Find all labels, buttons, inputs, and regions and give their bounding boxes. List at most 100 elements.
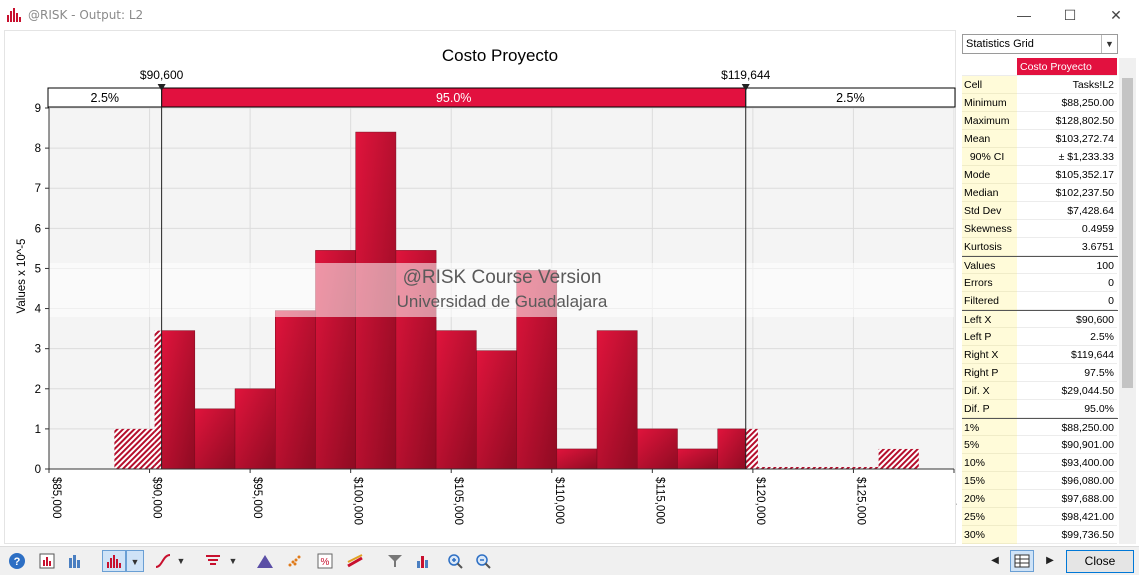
stats-row-label: Std Dev: [962, 202, 1017, 220]
histogram-bar-15: [717, 428, 746, 470]
y-tick-label: 9: [35, 103, 41, 115]
tornado-icon[interactable]: [202, 550, 224, 572]
chevron-down-icon[interactable]: ▼: [176, 556, 186, 566]
statistics-view-select[interactable]: Statistics Grid ▼: [962, 34, 1118, 54]
x-tick-label: $90,000: [151, 477, 163, 519]
y-tick-label: 4: [35, 304, 42, 316]
stats-row-label: 25%: [962, 508, 1017, 526]
stats-row-value: $96,080.00: [1017, 472, 1117, 490]
stats-row-value: 97.5%: [1017, 364, 1117, 382]
scrollbar-thumb[interactable]: [1122, 78, 1133, 388]
x-tick-label: $95,000: [251, 477, 263, 519]
left-delimiter-value: $90,600: [140, 68, 184, 82]
stats-row-value: $105,352.17: [1017, 166, 1117, 184]
stats-row: Right X $119,644: [962, 346, 1118, 364]
statistics-view-label: Statistics Grid: [966, 38, 1034, 50]
maximize-button[interactable]: ☐: [1063, 7, 1077, 23]
histogram-bar-2: [194, 408, 236, 470]
stats-row-label: Right P: [962, 364, 1017, 382]
x-tick-label: $100,000: [352, 477, 364, 525]
percentile-delimiters[interactable]: 2.5% 95.0% 2.5% $90,600 $119,644: [47, 68, 956, 469]
stats-row: Cell Tasks!L2: [962, 76, 1118, 94]
stats-row: Dif. X $29,044.50: [962, 382, 1118, 400]
histogram-bar-9: [476, 350, 517, 470]
chevron-down-icon[interactable]: ▼: [1101, 35, 1117, 53]
stats-row-label: Skewness: [962, 220, 1017, 238]
stats-row: Kurtosis 3.6751: [962, 238, 1118, 256]
next-output-button[interactable]: ▶: [1046, 555, 1054, 566]
report-icon[interactable]: [36, 550, 58, 572]
y-tick-label: 2: [35, 384, 41, 396]
y-axis: 0 1 2 3 4 5 6 7 8 9: [35, 103, 50, 476]
histogram-bar-13: [637, 428, 678, 470]
stats-row-label: Right X: [962, 346, 1017, 364]
minimize-button[interactable]: —: [1017, 7, 1031, 23]
stats-row-label: Dif. P: [962, 400, 1017, 418]
x-tick-label: $110,000: [553, 477, 565, 524]
grid-corner: [962, 58, 1017, 76]
overlay-icon[interactable]: [344, 550, 366, 572]
zoom-out-icon[interactable]: [472, 550, 494, 572]
y-tick-label: 1: [35, 424, 41, 436]
stats-row: 1% $88,250.00: [962, 418, 1118, 436]
grid-column-header[interactable]: Costo Proyecto: [1017, 58, 1117, 76]
stats-row-label: 30%: [962, 526, 1017, 544]
stats-row-label: Filtered: [962, 292, 1017, 310]
x-tick-label: $125,000: [854, 477, 866, 525]
stats-row: Values 100: [962, 256, 1118, 274]
stats-row: Left X $90,600: [962, 310, 1118, 328]
filter-icon[interactable]: [384, 550, 406, 572]
chevron-down-icon[interactable]: ▼: [228, 556, 238, 566]
stats-row: Mode $105,352.17: [962, 166, 1118, 184]
stats-row-value: $99,736.50: [1017, 526, 1117, 544]
x-tick-label: $120,000: [754, 477, 766, 525]
summary-chart-icon[interactable]: [64, 550, 86, 572]
chevron-down-icon[interactable]: ▼: [126, 550, 144, 572]
zoom-in-icon[interactable]: [444, 550, 466, 572]
close-button[interactable]: Close: [1066, 550, 1134, 573]
y-tick-label: 7: [35, 183, 41, 195]
stats-row-value: 0: [1017, 274, 1117, 292]
percent-icon[interactable]: %: [314, 550, 336, 572]
histogram-bar-15: [745, 428, 758, 469]
stats-row: 15% $96,080.00: [962, 472, 1118, 490]
right-delimiter-value: $119,644: [721, 68, 770, 82]
distribution-icon[interactable]: [254, 550, 276, 572]
stats-row: 30% $99,736.50: [962, 526, 1118, 544]
histogram-bar-3: [234, 388, 276, 470]
stats-row: Dif. P 95.0%: [962, 400, 1118, 418]
y-tick-label: 5: [35, 263, 41, 275]
stats-row-label: Minimum: [962, 94, 1017, 112]
previous-output-button[interactable]: ◀: [991, 555, 999, 566]
middle-percent: 95.0%: [436, 91, 471, 105]
chart-panel: Costo Proyecto @RISK Course Version Univ…: [4, 30, 957, 544]
histogram-icon[interactable]: [102, 550, 126, 572]
left-delimiter-handle[interactable]: [157, 84, 166, 91]
stats-row: Left P 2.5%: [962, 328, 1118, 346]
stats-row: Skewness 0.4959: [962, 220, 1118, 238]
close-window-button[interactable]: ✕: [1110, 7, 1122, 23]
watermark-line1: @RISK Course Version: [403, 267, 602, 288]
grid-view-icon[interactable]: [1010, 550, 1034, 572]
right-delimiter-handle[interactable]: [741, 84, 750, 91]
histogram-bar-19: [878, 448, 919, 469]
stats-row-value: 100: [1017, 257, 1117, 274]
y-tick-label: 6: [35, 223, 41, 235]
help-icon[interactable]: ?: [6, 550, 28, 572]
fit-icon[interactable]: [412, 550, 434, 572]
stats-row-value: $93,400.00: [1017, 454, 1117, 472]
stats-row-label: 5%: [962, 436, 1017, 454]
stats-row: Filtered 0: [962, 292, 1118, 310]
stats-row-label: Maximum: [962, 112, 1017, 130]
chart-title: Costo Proyecto: [442, 46, 558, 65]
histogram-bar-1: [161, 330, 196, 470]
bottom-toolbar: ? ▼ ▼ ▼ % ◀ ▶ Close: [0, 546, 1139, 575]
y-tick-label: 0: [35, 464, 41, 476]
stats-row: Median $102,237.50: [962, 184, 1118, 202]
scatter-icon[interactable]: [284, 550, 306, 572]
stats-row-value: $97,688.00: [1017, 490, 1117, 508]
cumulative-curve-icon[interactable]: [152, 550, 174, 572]
left-tail-percent: 2.5%: [91, 91, 120, 105]
statistics-scrollbar[interactable]: [1119, 58, 1136, 544]
stats-row-label: Left X: [962, 311, 1017, 328]
